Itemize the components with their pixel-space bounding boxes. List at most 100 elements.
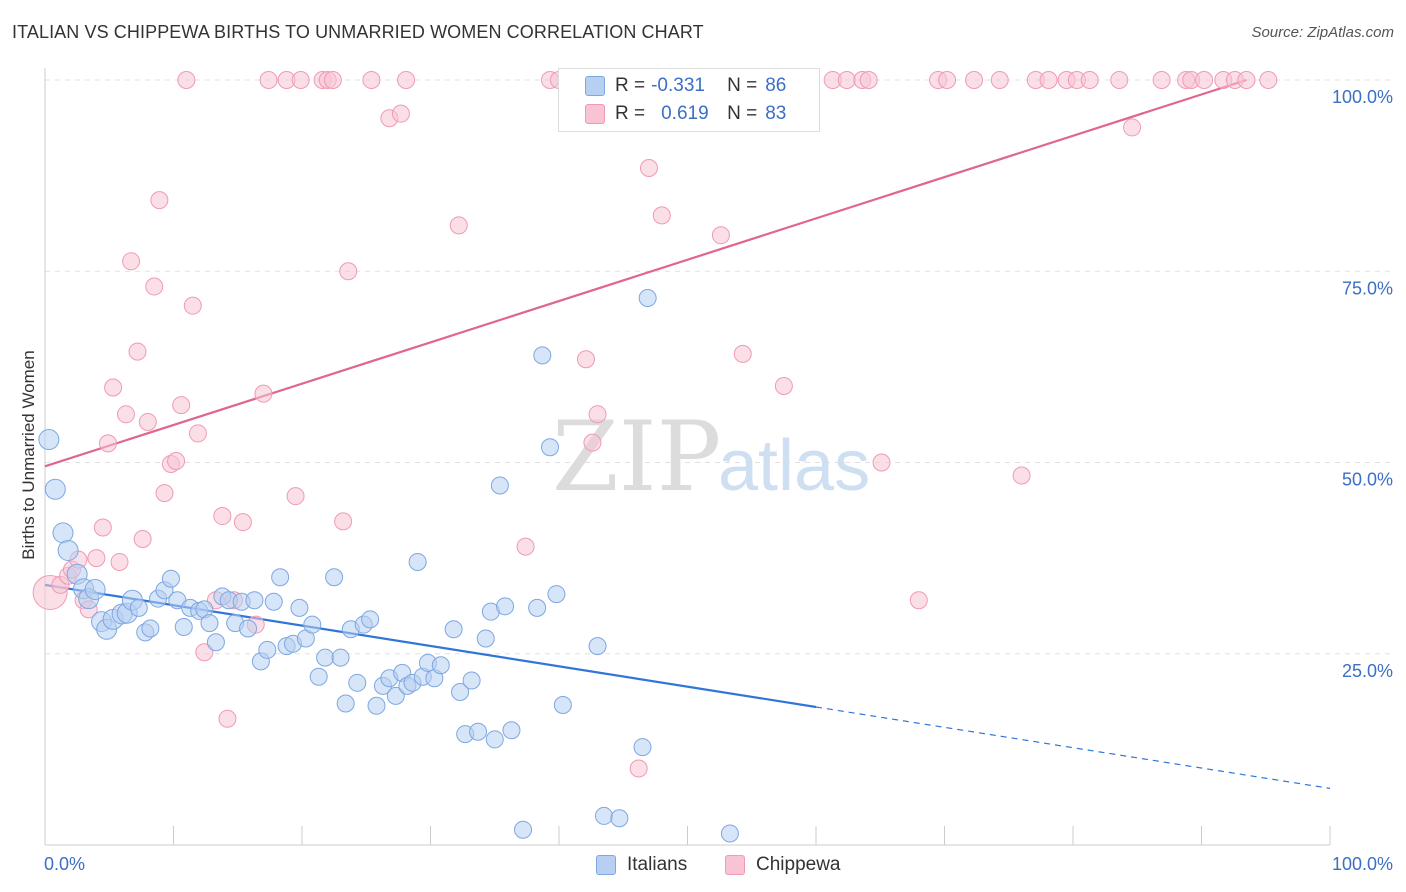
italians-point [408,552,427,571]
chippewa-point [195,643,214,662]
chippewa-point [155,484,174,503]
italians-point [141,619,160,638]
chippewa-point [87,549,106,568]
italians-point [610,809,629,828]
italians-point [367,696,386,715]
chart-title: ITALIAN VS CHIPPEWA BIRTHS TO UNMARRIED … [12,22,704,42]
italians-point [361,610,380,629]
chippewa-point [1039,71,1058,89]
chippewa-trend-line [44,78,1247,468]
chippewa-point [122,252,141,271]
italians-point [206,633,225,652]
italians-point [528,598,547,617]
chippewa-point [339,262,358,281]
chippewa-point [334,512,353,531]
italians-point [502,721,521,740]
watermark-zip: ZIP [552,401,721,513]
chippewa-point [213,507,232,526]
italians-point [533,346,552,365]
italians-point [720,824,739,843]
legend-r-label: R = [615,103,646,124]
chippewa-point [1152,71,1171,89]
chippewa-point [183,296,202,315]
chippewa-point [639,158,658,177]
italians-point [485,730,504,749]
italians-point [514,820,533,839]
italians-point [431,656,450,675]
chippewa-point [98,434,117,453]
italians-point [44,478,66,500]
italians-trend-line-extrapolated [815,706,1331,789]
chippewa-point [145,277,164,296]
chippewa-point [652,206,671,225]
italians-point [52,522,74,544]
chippewa-point [259,71,278,89]
italians-point [38,429,60,451]
source-credit: Source: ZipAtlas.com [1251,24,1394,41]
italians-point [309,667,328,686]
italians-point [553,696,572,715]
chippewa-point [1195,71,1214,89]
tick-labels: 25.0% 50.0% 75.0% 100.0% 0.0% 100.0% [44,87,1393,874]
bottom-legend-swatch-chippewa [725,855,745,875]
chippewa-point [254,384,273,403]
chippewa-point [291,71,310,89]
chippewa-point [93,518,112,537]
legend-n-value-chippewa: 83 [765,103,787,124]
y-tick-label: 50.0% [1342,470,1393,490]
italians-point [245,591,264,610]
italians-point [469,722,488,741]
chippewa-point [150,191,169,210]
italians-point [541,438,560,457]
chippewa-point [104,378,123,397]
watermark-atlas: atlas [718,426,870,506]
chippewa-point [133,530,152,548]
chippewa-point [516,537,535,556]
chippewa-point [938,71,957,89]
italians-point [239,619,258,638]
chippewa-point [774,377,793,395]
chippewa-point [1012,466,1031,485]
chippewa-point [588,405,607,424]
chippewa-point [1259,71,1278,89]
italians-point [588,637,607,656]
chippewa-point [859,71,878,89]
italians-point [200,614,219,633]
bottom-legend-label-chippewa: Chippewa [756,854,841,875]
chippewa-point [177,71,196,89]
y-tick-label: 25.0% [1342,661,1393,681]
chippewa-point [167,451,186,470]
chippewa-point [188,424,207,443]
legend-n-label: N = [727,75,758,96]
chippewa-point [583,433,602,452]
chippewa-point [286,487,305,506]
chippewa-point [1110,71,1129,89]
chippewa-point [138,412,157,431]
chippewa-point [1080,71,1099,89]
chippewa-point [116,405,135,424]
italians-point [496,597,515,616]
italians-point [476,629,495,648]
chippewa-point [218,709,237,728]
italians-point [348,673,367,692]
chippewa-point [449,216,468,235]
chippewa-point [711,226,730,245]
y-axis-label: Births to Unmarried Women [19,350,38,560]
chippewa-point [397,71,416,89]
italians-points [38,289,739,843]
gridlines [45,79,1390,655]
legend-r-value-italians: -0.331 [651,75,705,96]
legend-n-value-italians: 86 [765,75,787,96]
chippewa-point [233,513,252,532]
italians-point [316,648,335,667]
legend-row-italians: R = -0.331 N = 86 [585,73,786,99]
italians-point [290,598,309,617]
y-tick-label: 100.0% [1332,87,1393,107]
italians-point [633,738,652,757]
chippewa-point [576,350,595,369]
italians-point [57,539,79,561]
italians-point [325,568,344,587]
italians-point [336,694,355,713]
legend-swatch-chippewa [585,104,605,124]
